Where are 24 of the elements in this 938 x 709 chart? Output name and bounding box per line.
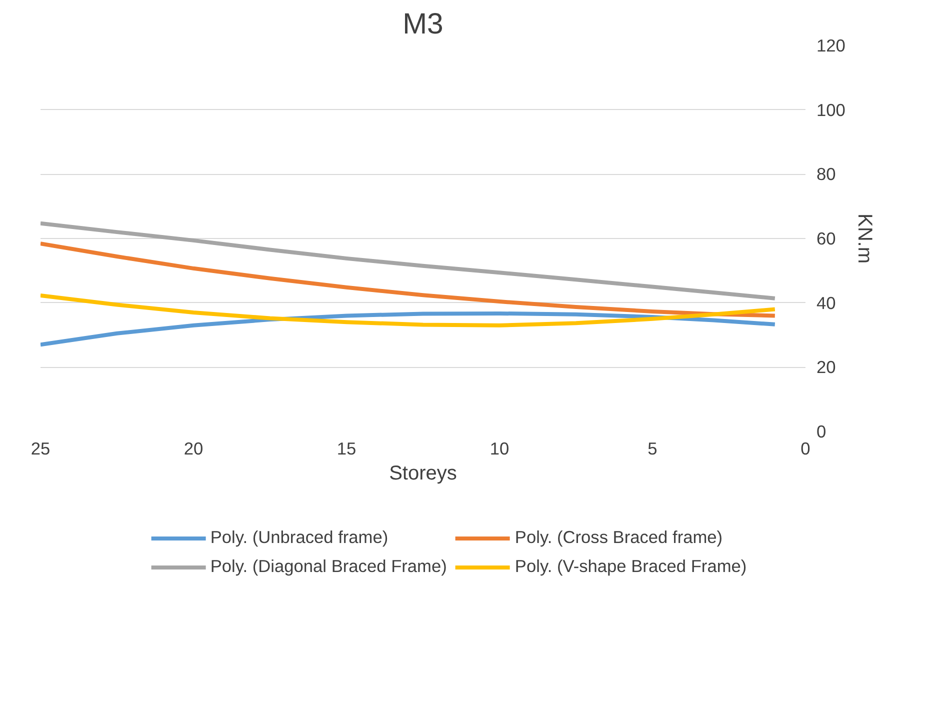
y-axis-title: KN.m xyxy=(853,214,876,264)
chart-title: M3 xyxy=(402,8,444,40)
line-series xyxy=(40,242,777,318)
y-tick-label: 80 xyxy=(816,164,836,184)
y-tick-label: 120 xyxy=(816,36,846,56)
legend-label: Poly. (V-shape Braced Frame) xyxy=(514,556,747,577)
x-tick-label: 0 xyxy=(800,438,810,458)
y-tick-label: 60 xyxy=(816,228,836,248)
x-axis-title: Storeys xyxy=(389,462,457,484)
x-tick-label: 10 xyxy=(490,438,510,458)
legend-label: Poly. (Unbraced frame) xyxy=(210,527,388,548)
x-tick-label: 5 xyxy=(648,438,658,458)
line-series xyxy=(40,293,777,328)
legend-label: Poly. (Cross Braced frame) xyxy=(514,527,723,548)
y-tick-label: 0 xyxy=(816,422,826,442)
y-tick-label: 100 xyxy=(816,100,846,120)
y-tick-label: 20 xyxy=(816,357,836,378)
line-series xyxy=(40,311,777,347)
y-tick-label: 40 xyxy=(816,292,836,313)
line-series xyxy=(40,221,777,300)
x-tick-label: 25 xyxy=(30,438,50,458)
x-tick-label: 15 xyxy=(336,438,356,458)
legend-label: Poly. (Diagonal Braced Frame) xyxy=(210,556,447,577)
x-tick-label: 20 xyxy=(184,438,204,458)
